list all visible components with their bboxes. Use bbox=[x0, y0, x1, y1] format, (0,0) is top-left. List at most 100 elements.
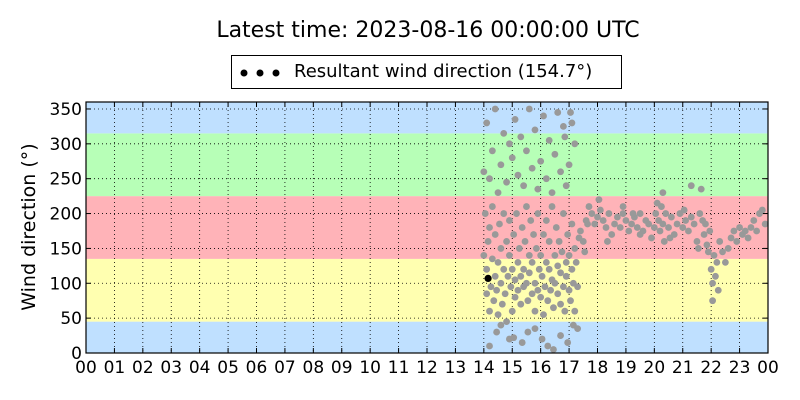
data-point bbox=[493, 328, 501, 336]
data-point bbox=[645, 220, 653, 228]
x-tick-label: 16 bbox=[530, 358, 552, 378]
data-point bbox=[714, 286, 722, 294]
data-point bbox=[703, 241, 711, 249]
data-point bbox=[561, 307, 569, 315]
data-point bbox=[667, 213, 675, 221]
data-point bbox=[682, 217, 689, 224]
x-tick-label: 09 bbox=[331, 358, 353, 378]
data-point bbox=[564, 231, 572, 238]
data-point bbox=[687, 182, 695, 190]
data-point bbox=[535, 265, 543, 273]
data-point bbox=[528, 164, 536, 172]
data-point bbox=[531, 126, 539, 134]
data-point bbox=[550, 346, 557, 353]
data-point bbox=[611, 220, 618, 228]
data-point bbox=[483, 265, 491, 273]
data-point bbox=[710, 251, 718, 259]
data-point bbox=[648, 234, 655, 242]
data-points bbox=[480, 105, 769, 353]
data-point bbox=[619, 210, 627, 217]
data-point bbox=[542, 217, 550, 224]
data-point bbox=[596, 206, 604, 214]
data-point bbox=[486, 342, 493, 350]
y-tick-label: 250 bbox=[50, 170, 82, 190]
data-point bbox=[545, 238, 553, 245]
data-point bbox=[514, 171, 522, 179]
data-point bbox=[486, 224, 493, 231]
data-point bbox=[690, 220, 698, 228]
data-point bbox=[525, 105, 533, 113]
data-point bbox=[524, 328, 532, 336]
data-point bbox=[490, 297, 498, 305]
data-point bbox=[504, 272, 512, 280]
data-point bbox=[507, 283, 515, 291]
data-point bbox=[584, 220, 591, 228]
data-point bbox=[523, 279, 530, 287]
data-point bbox=[503, 178, 510, 186]
data-point bbox=[487, 283, 495, 291]
data-point bbox=[602, 224, 610, 231]
x-tick-label: 13 bbox=[445, 358, 467, 378]
data-point bbox=[513, 210, 520, 217]
data-point bbox=[595, 196, 603, 204]
data-point bbox=[494, 258, 502, 266]
data-point bbox=[656, 227, 664, 235]
data-point bbox=[704, 248, 712, 256]
data-point bbox=[515, 245, 523, 252]
x-tick-label: 19 bbox=[615, 358, 637, 378]
data-point bbox=[501, 290, 509, 298]
data-point bbox=[581, 248, 589, 256]
data-point bbox=[685, 227, 692, 235]
data-point bbox=[608, 231, 616, 238]
data-point bbox=[520, 182, 528, 190]
data-point bbox=[514, 258, 522, 266]
data-point bbox=[629, 210, 637, 217]
data-point bbox=[588, 210, 596, 217]
data-point bbox=[506, 251, 513, 259]
legend-label: Resultant wind direction (154.7°) bbox=[294, 61, 593, 82]
data-point bbox=[709, 279, 716, 287]
data-point bbox=[488, 147, 496, 155]
data-point bbox=[508, 154, 516, 162]
data-point bbox=[753, 227, 761, 235]
data-point bbox=[557, 168, 564, 176]
legend-marker bbox=[240, 69, 280, 77]
data-point bbox=[679, 224, 687, 231]
data-point bbox=[517, 300, 525, 308]
data-point bbox=[491, 105, 499, 113]
data-point bbox=[652, 210, 660, 217]
data-point bbox=[550, 304, 557, 312]
data-point bbox=[538, 272, 546, 280]
data-point bbox=[696, 210, 704, 217]
data-point bbox=[571, 140, 579, 148]
data-point bbox=[538, 335, 546, 343]
x-tick-label: 04 bbox=[189, 358, 211, 378]
chart-title: Latest time: 2023-08-16 00:00:00 UTC bbox=[216, 18, 640, 43]
data-point bbox=[508, 307, 516, 315]
data-point bbox=[523, 147, 530, 155]
data-point bbox=[744, 234, 752, 242]
data-point bbox=[567, 297, 574, 305]
data-point bbox=[561, 133, 569, 141]
data-point bbox=[493, 286, 501, 294]
data-point bbox=[558, 248, 566, 256]
data-point bbox=[680, 206, 688, 214]
data-point bbox=[544, 342, 552, 350]
data-point bbox=[518, 224, 526, 231]
data-point bbox=[697, 185, 705, 193]
data-point bbox=[636, 231, 644, 238]
data-point bbox=[540, 311, 547, 319]
y-tick-label: 300 bbox=[50, 135, 82, 155]
data-point bbox=[480, 251, 488, 259]
data-point bbox=[511, 293, 519, 301]
x-tick-label: 05 bbox=[217, 358, 239, 378]
data-point bbox=[498, 300, 506, 308]
data-point bbox=[537, 251, 545, 259]
data-point bbox=[673, 220, 681, 228]
data-point bbox=[565, 251, 573, 259]
data-point bbox=[483, 119, 491, 127]
x-tick-label: 02 bbox=[132, 358, 154, 378]
data-point bbox=[537, 157, 545, 165]
data-point bbox=[497, 279, 505, 287]
data-point bbox=[604, 238, 611, 245]
